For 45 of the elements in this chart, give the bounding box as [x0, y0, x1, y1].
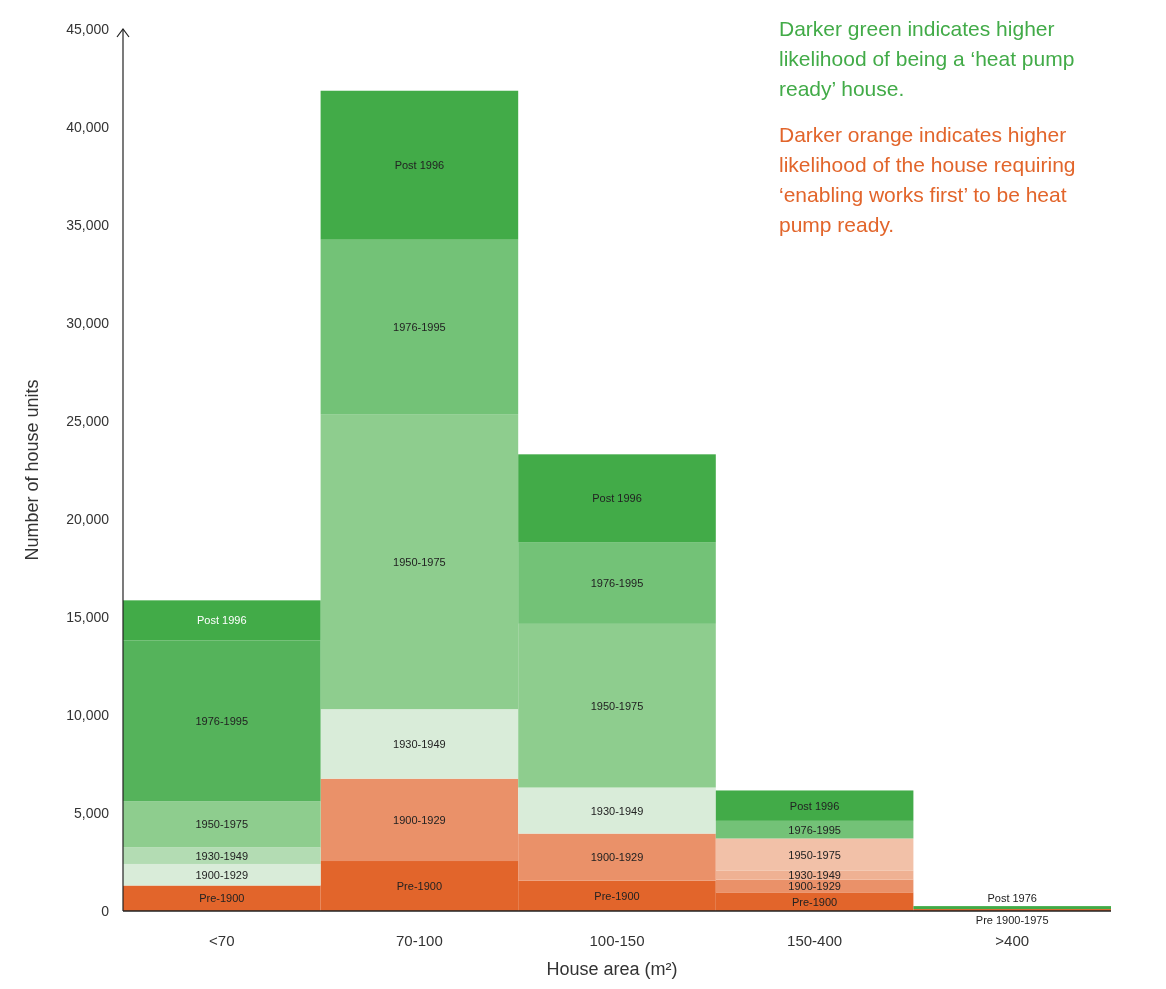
text: 1950-1975	[195, 818, 249, 831]
text: 1950-1975	[590, 699, 644, 712]
y-tick-label: 15,000	[66, 609, 110, 625]
text: 1900-1929	[590, 851, 644, 864]
text: Pre-1900	[396, 880, 443, 893]
y-tick-label: 10,000	[66, 707, 110, 723]
text: 1900-1929	[195, 868, 249, 881]
x-tick-label: 150-400	[787, 932, 843, 949]
y-tick-label: 25,000	[66, 413, 110, 429]
y-tick-label: 5,000	[73, 805, 110, 821]
text: 1900-1929	[393, 813, 446, 826]
series-label: Pre 1900-1975	[975, 914, 1049, 926]
series-label: Post 1996	[789, 799, 840, 812]
series-label: Post 1976	[987, 892, 1037, 905]
series-label: Pre-1900	[791, 895, 838, 908]
y-tick-label: 45,000	[66, 21, 110, 37]
y-tick-label: 30,000	[66, 315, 110, 331]
series-label: 1900-1929	[788, 880, 841, 893]
text: 1950-1975	[393, 555, 446, 568]
text: Post 1996	[197, 614, 247, 627]
y-tick-label: 40,000	[66, 119, 110, 135]
text: 1976-1995	[590, 577, 644, 590]
series-label: 1976-1995	[788, 823, 841, 836]
x-tick-label: <70	[209, 932, 235, 949]
x-tick-label: >400	[995, 932, 1030, 949]
text: Pre-1900	[199, 892, 245, 905]
series-label: 1950-1975	[788, 848, 841, 861]
text: Post 1996	[394, 159, 445, 172]
y-tick-label: 20,000	[66, 511, 110, 527]
annotation: Darker green indicates higher likelihood of being a ‘heat pump ready’ house.	[779, 17, 1075, 100]
text: 1930-1949	[393, 737, 446, 750]
text: 1976-1995	[195, 714, 249, 727]
annotation: Darker orange indicates higher likelihood of the house requiring ‘enabling works first’ to be heat pump ready.	[779, 123, 1076, 236]
x-tick-label: 100-150	[589, 932, 645, 949]
y-tick-label: 35,000	[66, 217, 110, 233]
text: 1976-1995	[393, 320, 446, 333]
text: 1930-1949	[195, 849, 249, 862]
text: Post 1996	[592, 492, 642, 505]
x-axis-title: House area (m²)	[546, 959, 678, 979]
x-tick-label: 70-100	[396, 932, 443, 949]
y-tick-label: 0	[101, 903, 110, 919]
text: Pre-1900	[594, 889, 640, 902]
text: 1930-1949	[590, 804, 644, 817]
series-label: 1930-1949	[788, 869, 841, 882]
y-axis-title: Number of house units	[22, 379, 42, 561]
